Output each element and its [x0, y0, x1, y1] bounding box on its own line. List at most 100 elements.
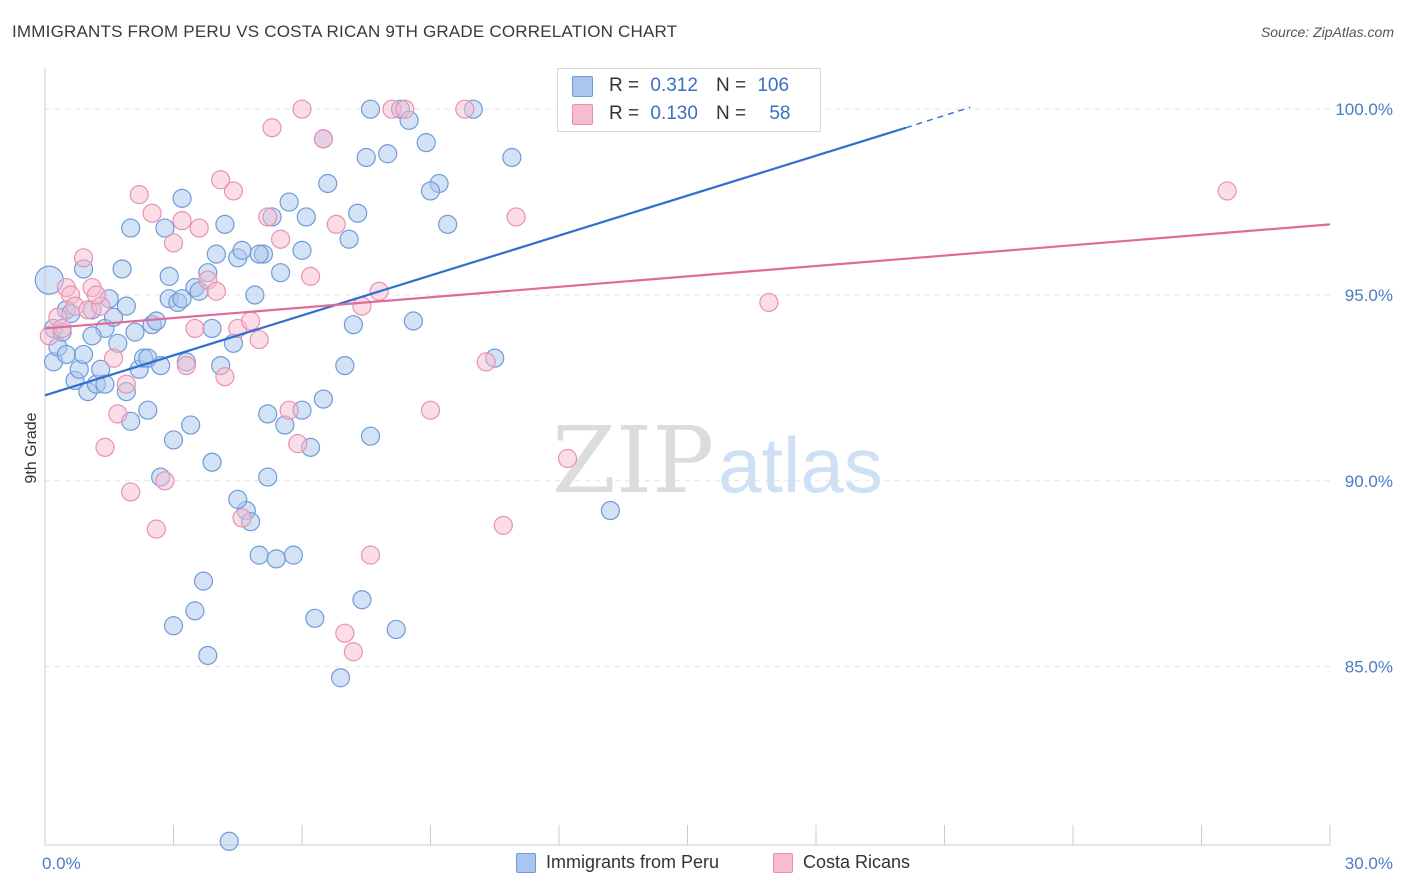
chart-title: IMMIGRANTS FROM PERU VS COSTA RICAN 9TH …	[12, 22, 678, 41]
data-point	[185, 601, 205, 621]
data-point	[493, 515, 513, 535]
data-point	[343, 315, 363, 335]
data-point	[241, 311, 261, 331]
data-point	[121, 482, 141, 502]
costa-r-value: 0.130	[650, 103, 698, 124]
data-point	[395, 99, 415, 119]
data-point	[403, 311, 423, 331]
data-point	[163, 616, 184, 636]
data-point	[228, 489, 248, 509]
data-point	[215, 367, 235, 387]
data-point	[279, 192, 299, 212]
data-point	[146, 519, 166, 539]
data-point	[258, 467, 278, 487]
data-point	[262, 118, 282, 138]
data-point	[502, 147, 522, 168]
y-tick-label: 90.0%	[1345, 472, 1393, 491]
watermark: ZIP atlas	[552, 407, 883, 514]
tick-labels: 85.0% 90.0% 95.0% 100.0% 0.0% 30.0%	[42, 100, 1393, 873]
data-point	[211, 170, 231, 190]
data-point	[206, 244, 226, 264]
data-point	[193, 571, 214, 591]
watermark-zip: ZIP	[552, 407, 714, 514]
data-point	[292, 99, 312, 119]
data-point	[142, 203, 162, 223]
stats-row-costa: R = 0.130 N = 58	[572, 103, 790, 125]
costa-n-value: 58	[769, 103, 791, 124]
x-tick-label: 0.0%	[42, 854, 81, 873]
data-point	[476, 352, 496, 372]
data-point	[116, 374, 136, 394]
series-costa	[39, 99, 1237, 662]
data-point	[360, 426, 381, 446]
data-point	[352, 590, 372, 610]
data-point	[386, 619, 406, 640]
data-point	[326, 214, 346, 234]
data-point	[86, 285, 107, 305]
data-point	[223, 181, 244, 201]
data-point	[335, 623, 355, 643]
data-point	[343, 642, 363, 662]
data-point	[82, 326, 102, 346]
data-point	[360, 545, 381, 565]
data-point	[232, 508, 252, 528]
series-peru	[34, 99, 621, 851]
peru-swatch	[572, 75, 593, 97]
data-point	[313, 389, 334, 409]
legend-label-costa: Costa Ricans	[803, 852, 911, 872]
costa-n-label: N =	[715, 103, 747, 124]
data-point	[116, 296, 136, 316]
bottom-legend: Immigrants from Peru Costa Ricans	[0, 852, 1406, 878]
data-point	[56, 344, 77, 365]
data-point	[305, 608, 325, 628]
data-point	[249, 329, 269, 350]
data-point	[108, 404, 128, 424]
data-point	[288, 434, 308, 454]
data-point	[202, 318, 222, 339]
data-point	[356, 147, 376, 168]
data-point	[600, 500, 621, 521]
data-point	[283, 545, 304, 565]
data-point	[258, 404, 278, 424]
data-point	[249, 545, 269, 565]
data-point	[420, 400, 441, 420]
data-point	[198, 645, 218, 666]
data-point	[296, 207, 316, 227]
data-point	[258, 207, 278, 227]
data-point	[163, 430, 184, 450]
legend-item-peru[interactable]: Immigrants from Peru	[516, 852, 719, 873]
data-point	[121, 218, 141, 238]
data-point	[95, 374, 115, 394]
watermark-atlas: atlas	[718, 421, 883, 509]
data-point	[245, 285, 265, 305]
data-point	[73, 344, 94, 365]
data-point	[202, 452, 222, 472]
legend-swatch-costa	[773, 852, 793, 873]
y-tick-label: 95.0%	[1345, 286, 1393, 305]
data-point	[279, 400, 299, 420]
peru-n-label: N =	[715, 75, 747, 96]
data-point	[189, 218, 209, 238]
data-point	[335, 355, 355, 376]
legend-swatch-peru	[516, 852, 536, 873]
stats-row-peru: R = 0.312 N = 106	[572, 75, 789, 97]
peru-n-value: 106	[757, 75, 790, 96]
data-point	[172, 188, 192, 208]
data-point	[270, 263, 291, 283]
data-point	[339, 229, 359, 249]
data-point	[455, 99, 475, 119]
data-point	[1217, 181, 1237, 201]
data-point	[759, 292, 779, 313]
legend-item-costa[interactable]: Costa Ricans	[773, 852, 910, 873]
costa-r-label: R =	[609, 103, 640, 124]
data-point	[159, 266, 179, 286]
data-point	[420, 181, 441, 201]
data-point	[506, 207, 526, 227]
trend-lines	[44, 106, 1331, 397]
x-tick-label: 30.0%	[1345, 854, 1393, 873]
data-point	[313, 129, 334, 149]
peru-r-value: 0.312	[650, 75, 698, 96]
y-tick-label: 85.0%	[1345, 658, 1393, 677]
data-point	[292, 240, 312, 260]
axes	[44, 68, 1331, 846]
